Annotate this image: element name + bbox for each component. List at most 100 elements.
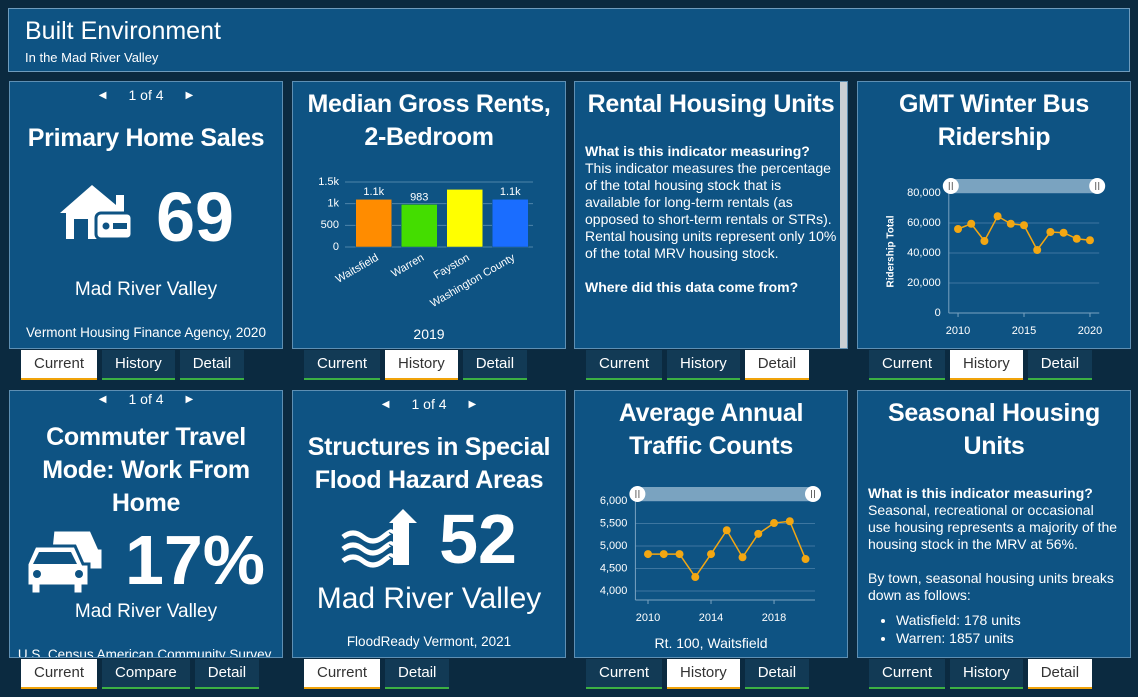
tab[interactable]: Detail xyxy=(744,350,810,380)
card: GMT Winter Bus Ridership 0 20,000 40,000 60,… xyxy=(857,81,1131,349)
y-tick-label: 4,000 xyxy=(600,585,628,597)
value-label: 1.1k xyxy=(500,186,521,198)
slider-handle[interactable] xyxy=(629,486,646,502)
y-tick-label: 0 xyxy=(935,307,941,319)
card-title: Primary Home Sales xyxy=(27,124,265,152)
card-title: Median Gross Rents, 2-Bedroom xyxy=(307,90,551,151)
slider-handle[interactable] xyxy=(805,486,821,502)
point xyxy=(659,550,668,559)
tab[interactable]: Detail xyxy=(385,659,450,689)
tab[interactable]: History xyxy=(950,350,1023,380)
tab[interactable]: Detail xyxy=(1027,659,1093,689)
header: Built Environment In the Mad River Valle… xyxy=(8,8,1130,72)
prev-button[interactable]: ◀ xyxy=(98,89,107,101)
icon-part xyxy=(32,570,41,578)
kpi-row: 69 xyxy=(10,155,282,278)
x-tick-label: 2020 xyxy=(1078,325,1102,337)
prev-button[interactable]: ◀ xyxy=(98,393,107,405)
slider-handle[interactable] xyxy=(942,178,959,194)
tab[interactable]: Detail xyxy=(194,659,260,689)
point xyxy=(1046,228,1055,236)
section-heading: Where did this data come from? xyxy=(585,279,799,295)
place: Mad River Valley xyxy=(316,582,542,615)
place: Mad River Valley xyxy=(74,601,218,622)
next-button[interactable]: ▶ xyxy=(468,398,477,410)
icon-part xyxy=(341,541,394,556)
card: ◀ 1 of 4 ▶ Primary Home Sales 69 Mad River Va… xyxy=(9,81,283,349)
page-indicator: 1 of 4 xyxy=(411,396,447,412)
point xyxy=(644,550,653,559)
point xyxy=(754,529,763,538)
x-tick-label: 2018 xyxy=(762,612,786,624)
y-axis-title: Ridership Total xyxy=(885,215,896,287)
tab[interactable]: Current xyxy=(304,350,381,380)
point xyxy=(801,555,810,564)
tab[interactable]: History xyxy=(950,659,1023,689)
tab[interactable]: History xyxy=(667,350,740,380)
section-text: Seasonal, recreational or occasional use… xyxy=(868,502,1118,552)
y-tick-label: 1.5k xyxy=(318,176,339,188)
tab[interactable]: Current xyxy=(21,350,98,380)
card-title: Average Annual Traffic Counts xyxy=(618,399,804,460)
tab[interactable]: Current xyxy=(869,659,946,689)
tab[interactable]: Current xyxy=(21,659,98,689)
tab[interactable]: Current xyxy=(304,659,381,689)
prev-button[interactable]: ◀ xyxy=(381,398,390,410)
tab[interactable]: History xyxy=(385,350,458,380)
bar xyxy=(355,199,392,248)
icon-part xyxy=(113,222,128,229)
paragraph: By town, seasonal housing units breaks d… xyxy=(868,570,1120,604)
tab[interactable]: History xyxy=(102,350,175,380)
tab[interactable]: Detail xyxy=(744,659,810,689)
section-text: This indicator measures the percentage o… xyxy=(585,160,837,261)
tab[interactable]: Current xyxy=(586,659,663,689)
card: Seasonal Housing Units What is this indic… xyxy=(857,390,1131,658)
bullet: Watisfield: 178 units xyxy=(896,611,1120,629)
y-tick-label: 5,000 xyxy=(600,540,628,552)
pager: ◀ 1 of 4 ▶ xyxy=(10,391,282,407)
point xyxy=(770,519,779,528)
tab[interactable]: Detail xyxy=(462,350,528,380)
card: Median Gross Rents, 2-Bedroom 0 500 1k 1.5k 1… xyxy=(292,81,566,349)
point xyxy=(993,212,1002,221)
tab-bar: Current History Detail xyxy=(586,350,810,380)
kpi-value: 17% xyxy=(124,521,266,599)
slider-handle[interactable] xyxy=(1089,178,1106,194)
tab[interactable]: History xyxy=(667,659,740,689)
source: U.S. Census American Community Survey, 2… xyxy=(17,647,275,658)
next-button[interactable]: ▶ xyxy=(185,393,194,405)
tab[interactable]: Current xyxy=(869,350,946,380)
tab[interactable]: Current xyxy=(586,350,663,380)
y-tick-label: 20,000 xyxy=(907,277,941,289)
chart: 4,000 4,500 5,000 5,500 6,000 2010 2014 2018 xyxy=(600,486,821,624)
y-tick-label: 0 xyxy=(333,241,339,253)
scrollbar[interactable] xyxy=(840,82,847,348)
x-tick-label: 2010 xyxy=(636,612,660,624)
source: FloodReady Vermont, 2021 xyxy=(346,634,512,649)
point xyxy=(785,517,794,526)
card: ◀ 1 of 4 ▶ Structures in Special Flood Haza… xyxy=(292,390,566,658)
icon-part xyxy=(389,509,418,565)
chart: 0 20,000 40,000 60,000 80,000 2010 2015 2020 Rid… xyxy=(885,178,1106,337)
tab[interactable]: Detail xyxy=(179,350,245,380)
paragraph: What is this indicator measuring? This in… xyxy=(585,143,837,262)
pager: ◀ 1 of 4 ▶ xyxy=(293,391,565,417)
bar xyxy=(401,204,438,248)
tab[interactable]: Compare xyxy=(102,659,190,689)
page-indicator: 1 of 4 xyxy=(128,87,164,103)
y-tick-label: 40,000 xyxy=(907,247,941,259)
next-button[interactable]: ▶ xyxy=(185,89,194,101)
tab-bar: Current Compare Detail xyxy=(21,659,260,689)
x-tick-label: Warren xyxy=(389,252,426,280)
source: Vermont Housing Finance Agency, 2020 xyxy=(26,325,266,340)
tab[interactable]: Detail xyxy=(1027,350,1093,380)
page-indicator: 1 of 4 xyxy=(128,391,164,407)
point xyxy=(1006,219,1015,228)
point xyxy=(1020,221,1028,230)
x-tick-label: Waitsfield xyxy=(334,252,381,286)
bar xyxy=(446,189,483,248)
value-label: 983 xyxy=(410,191,428,203)
bullet: Warren: 1857 units xyxy=(896,629,1120,647)
place: Mad River Valley xyxy=(74,279,218,300)
